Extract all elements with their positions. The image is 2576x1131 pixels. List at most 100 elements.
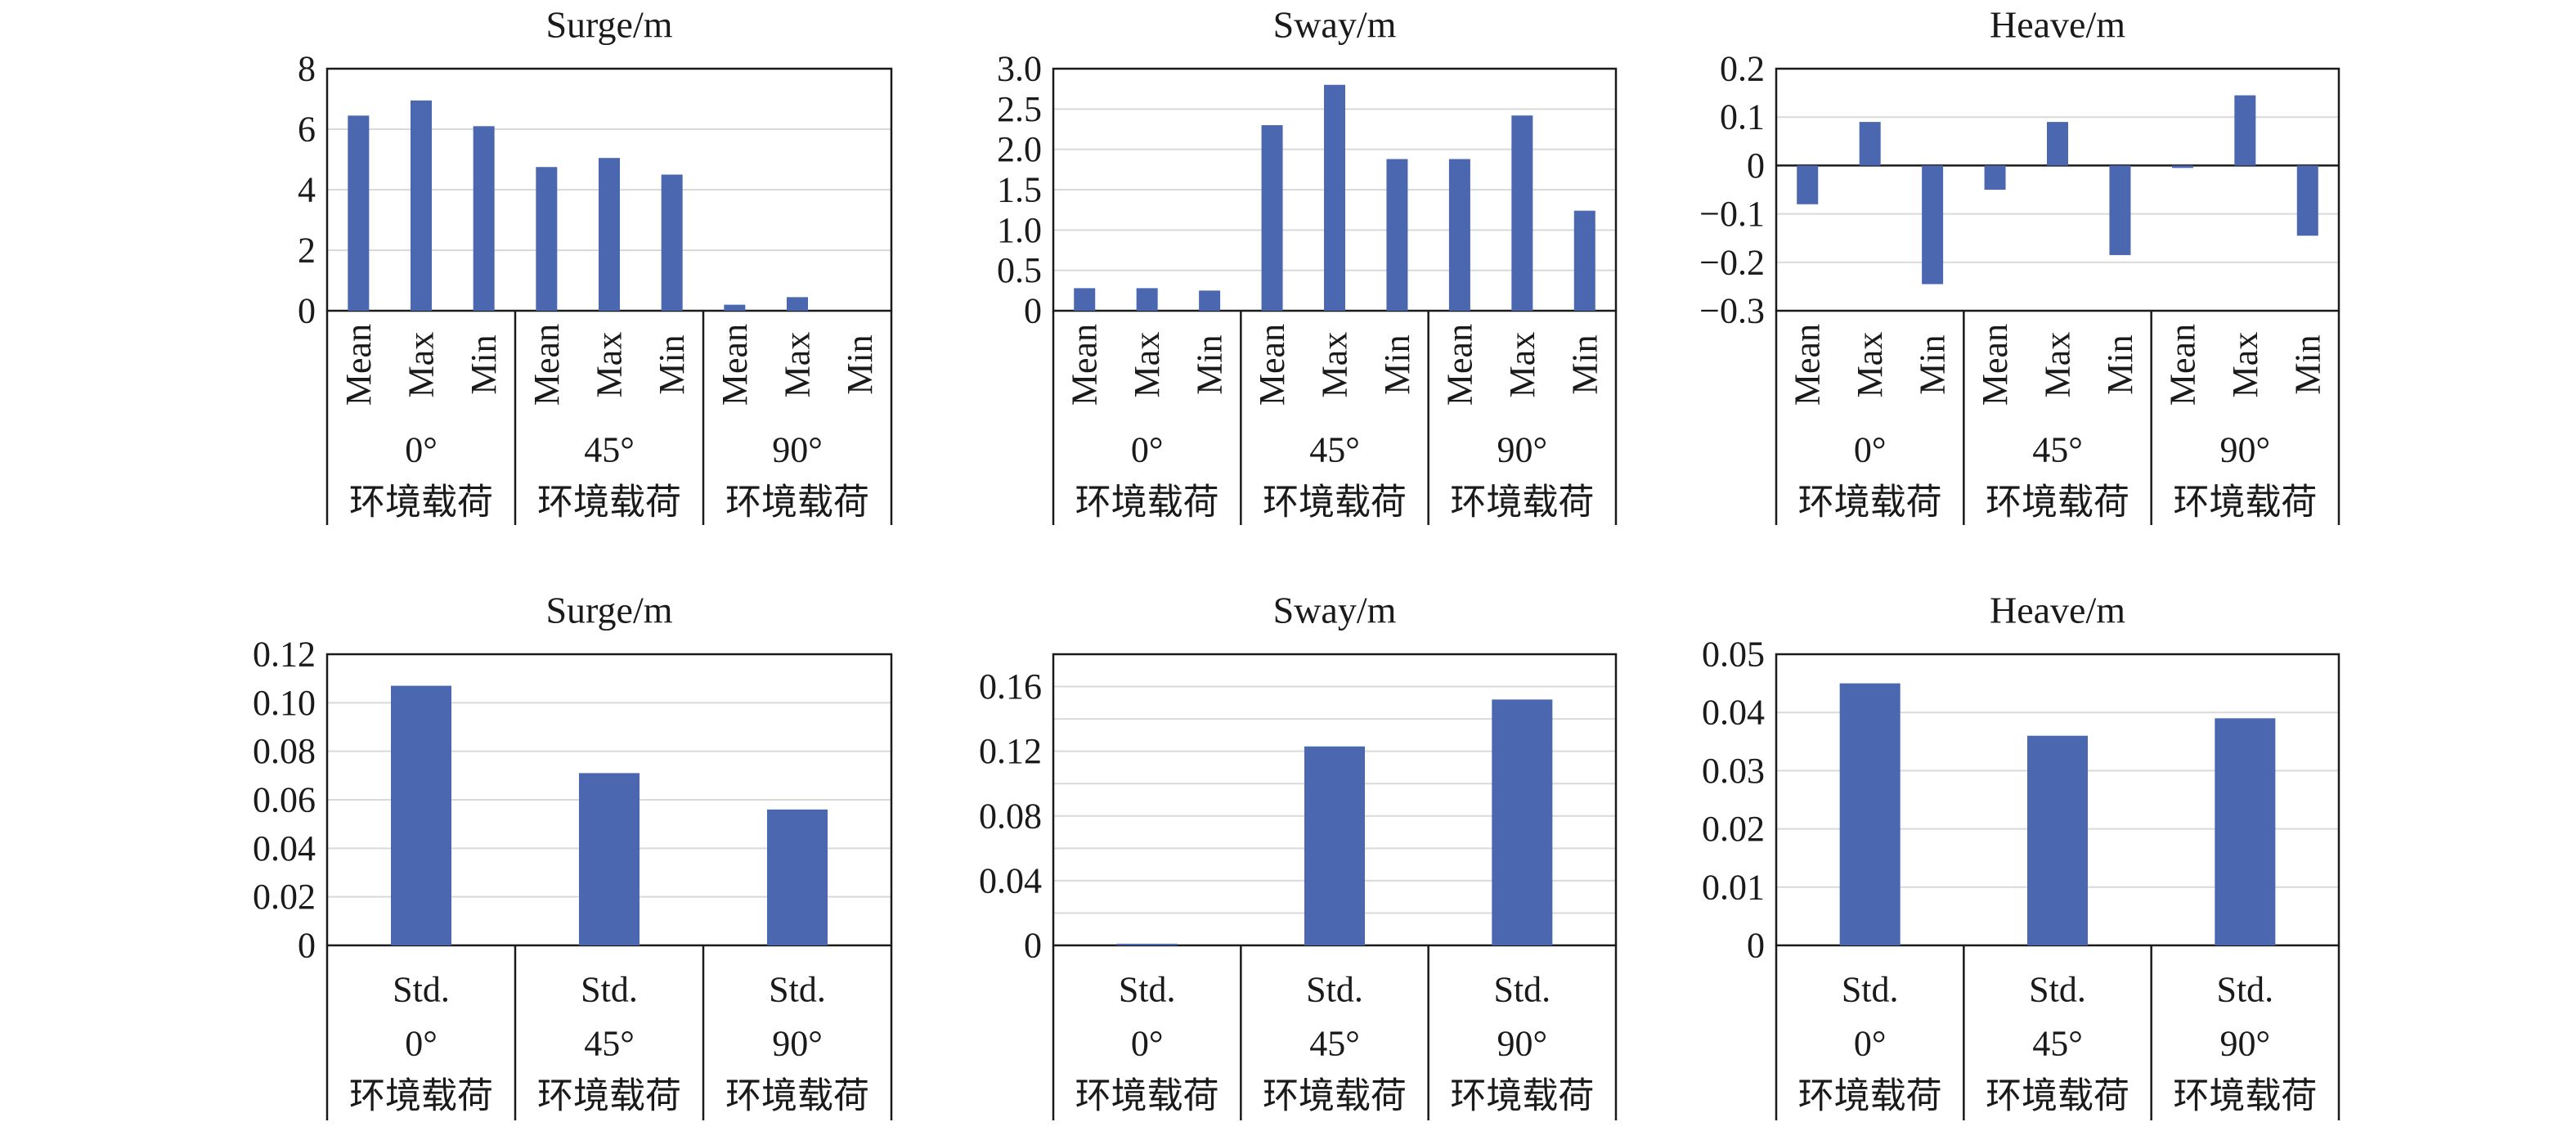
group-suffix-label: 环境载荷 (537, 482, 681, 523)
chart-title: Heave/m (1990, 590, 2125, 631)
category-label: Std. (393, 970, 450, 1010)
chart-title: Sway/m (1273, 4, 1397, 46)
category-label: Max (2038, 332, 2078, 398)
category-label: Std. (1842, 970, 1899, 1010)
bar-90deg-mean (1448, 159, 1470, 311)
y-tick-label: 1.0 (997, 210, 1042, 250)
y-tick-label: 0.04 (979, 860, 1042, 900)
y-tick-label: 0.02 (253, 877, 316, 917)
category-label: Mean (1065, 324, 1105, 406)
group-suffix-label: 环境载荷 (1450, 1076, 1594, 1116)
category-label: Max (1850, 332, 1890, 398)
category-label: Max (1315, 332, 1355, 398)
y-tick-label: 0.08 (979, 796, 1042, 836)
chart-5: Sway/m 0 0.04 0.08 0.12 0.16 Std. 0° 环境载荷 Std. 45°… (979, 590, 1618, 1120)
bar-0deg-min (1922, 165, 1944, 285)
bar-45deg-std (579, 773, 640, 945)
bar-0deg-max (411, 100, 432, 311)
bar-0deg-std (391, 685, 451, 945)
y-tick-label: 0 (1747, 146, 1765, 186)
category-label: Max (402, 332, 442, 398)
category-label: Mean (1975, 324, 2015, 406)
category-label: Mean (1788, 324, 1828, 406)
chart-3: Heave/m −0.3 −0.2 −0.1 0 0.1 0.2 Mean Max Min 0° 环境… (1699, 4, 2340, 525)
bar-45deg-mean (1261, 125, 1283, 311)
bar-90deg-std (1492, 699, 1553, 945)
bar-0deg-max (1136, 288, 1158, 311)
bar-45deg-mean (536, 167, 558, 311)
category-label: Max (778, 332, 818, 398)
bar-45deg-min (661, 174, 683, 311)
group-suffix-label: 环境载荷 (1450, 482, 1594, 523)
category-label: Std. (1493, 970, 1551, 1010)
group-label: 90° (772, 1024, 823, 1064)
y-tick-label: 0.08 (253, 731, 316, 771)
group-label: 45° (584, 1024, 635, 1064)
category-label: Min (840, 334, 880, 394)
chart-1: Surge/m 0 2 4 6 8 Mean Max Min 0° 环境载荷 Mean Max Min 45… (298, 4, 893, 525)
y-tick-label: 0.5 (997, 250, 1042, 290)
bar-0deg-std (1116, 944, 1178, 945)
category-label: Max (1502, 332, 1542, 398)
category-label: Max (1127, 332, 1167, 398)
group-suffix-label: 环境载荷 (1263, 1076, 1407, 1116)
bar-0deg-mean (1797, 165, 1819, 204)
y-tick-label: 0.12 (253, 635, 316, 675)
bar-90deg-std (767, 809, 828, 945)
group-label: 0° (1854, 430, 1887, 470)
y-tick-label: 0.10 (253, 683, 316, 723)
group-suffix-label: 环境载荷 (2173, 1076, 2317, 1116)
chart-title: Surge/m (545, 4, 672, 46)
group-suffix-label: 环境载荷 (537, 1076, 681, 1116)
group-label: 90° (2220, 1024, 2271, 1064)
category-label: Std. (769, 970, 826, 1010)
group-suffix-label: 环境载荷 (1986, 482, 2129, 523)
category-label: Std. (1306, 970, 1363, 1010)
bar-0deg-std (1839, 683, 1901, 945)
bar-45deg-std (1304, 746, 1365, 945)
group-label: 0° (405, 430, 438, 470)
bar-90deg-max (1511, 115, 1533, 311)
y-tick-label: 0.1 (1720, 97, 1765, 137)
bar-90deg-max (787, 297, 808, 311)
y-tick-label: 2.5 (997, 89, 1042, 129)
group-label: 45° (2032, 1024, 2083, 1064)
chart-title: Surge/m (545, 590, 672, 631)
group-suffix-label: 环境载荷 (2173, 482, 2317, 523)
group-label: 45° (1309, 1024, 1360, 1064)
y-tick-label: 6 (298, 110, 316, 150)
y-tick-label: 0.16 (979, 666, 1042, 707)
category-label: Std. (1119, 970, 1176, 1010)
bar-45deg-max (1324, 84, 1345, 311)
y-tick-label: 0.01 (1702, 867, 1765, 907)
chart-6: Heave/m 0 0.01 0.02 0.03 0.04 0.05 Std. 0° 环境载荷 St… (1702, 590, 2340, 1120)
category-label: Min (1190, 334, 1230, 394)
group-label: 0° (1131, 1024, 1164, 1064)
category-label: Min (2287, 334, 2327, 394)
bar-45deg-min (1386, 159, 1408, 311)
y-tick-label: 0.12 (979, 731, 1042, 771)
category-label: Mean (339, 324, 379, 406)
category-label: Max (2225, 332, 2265, 398)
group-suffix-label: 环境载荷 (1075, 1076, 1219, 1116)
bar-90deg-min (2296, 165, 2318, 236)
group-label: 45° (1309, 430, 1360, 470)
category-label: Min (1377, 334, 1417, 394)
group-label: 90° (1497, 430, 1548, 470)
category-label: Min (1913, 334, 1953, 394)
y-tick-label: 0.04 (1702, 693, 1765, 733)
category-label: Std. (581, 970, 638, 1010)
group-suffix-label: 环境载荷 (725, 482, 869, 523)
group-label: 0° (1131, 430, 1164, 470)
category-label: Max (590, 332, 630, 398)
group-suffix-label: 环境载荷 (1986, 1076, 2129, 1116)
bar-90deg-mean (2171, 165, 2193, 168)
bar-45deg-max (2047, 122, 2068, 166)
bar-90deg-min (1573, 210, 1595, 311)
chart-title: Heave/m (1990, 4, 2125, 46)
group-label: 90° (772, 430, 823, 470)
category-label: Min (652, 334, 692, 394)
y-tick-label: 0.05 (1702, 635, 1765, 675)
bar-0deg-mean (348, 115, 370, 311)
bar-45deg-min (2109, 165, 2131, 255)
